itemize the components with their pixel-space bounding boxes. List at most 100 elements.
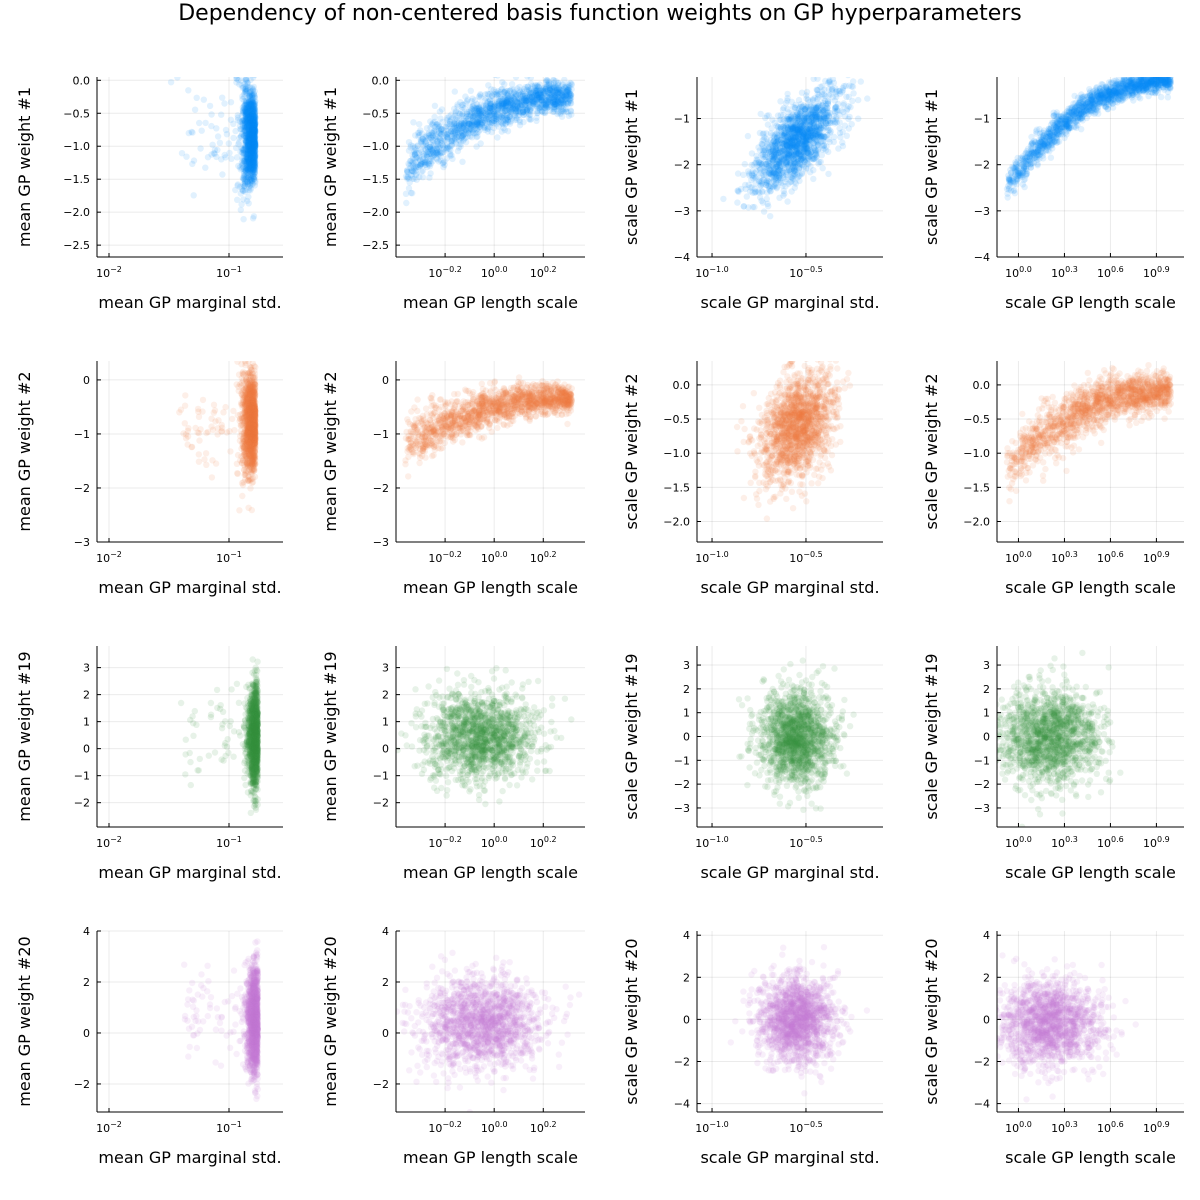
scatter-point (251, 141, 258, 148)
scatter-point (211, 146, 219, 154)
scatter-point (758, 179, 765, 187)
scatter-point (250, 125, 257, 132)
scatter-point (243, 121, 250, 128)
scatter-point (237, 190, 244, 197)
scatter-point (251, 133, 258, 140)
scatter-point (245, 121, 253, 129)
scatter-point (251, 126, 258, 134)
scatter-point (249, 116, 256, 124)
scatter-point (242, 127, 249, 134)
scatter-point (245, 174, 252, 181)
scatter-point (246, 131, 254, 138)
scatter-point (249, 147, 256, 154)
scatter-point (251, 129, 259, 136)
scatter-point (239, 155, 246, 162)
scatter-point (208, 111, 215, 118)
scatter-point (245, 146, 252, 154)
scatter-point (247, 156, 255, 163)
scatter-point (249, 99, 256, 106)
scatter-point (251, 157, 258, 165)
scatter-point (247, 176, 255, 184)
scatter-point (249, 118, 256, 125)
scatter-point (247, 113, 254, 121)
scatter-point (247, 145, 254, 153)
scatter-point (248, 119, 256, 127)
scatter-point (247, 136, 254, 143)
scatter-point (241, 120, 249, 128)
scatter-point (245, 143, 252, 150)
scatter-point (245, 124, 252, 131)
scatter-point (246, 118, 253, 125)
scatter-point (196, 119, 203, 127)
scatter-point (245, 66, 251, 72)
scatter-point (243, 105, 250, 113)
scatter-point (240, 145, 248, 153)
scatter-point (248, 137, 256, 144)
scatter-point (252, 179, 259, 186)
scatter-point (251, 125, 258, 132)
scatter-point (477, 140, 484, 147)
scatter-point (783, 115, 790, 122)
scatter-point (250, 124, 257, 131)
scatter-point (780, 192, 787, 199)
scatter-point (247, 161, 255, 169)
scatter-point (508, 81, 516, 88)
scatter-point (243, 139, 250, 146)
scatter-point (250, 133, 258, 140)
scatter-point (222, 126, 230, 134)
scatter-point (242, 170, 250, 177)
scatter-point (251, 129, 258, 136)
scatter-point (245, 158, 252, 166)
scatter-point (409, 190, 416, 197)
scatter-point (248, 150, 255, 157)
scatter-point (243, 134, 250, 141)
scatter-point (242, 129, 250, 136)
scatter-point (248, 122, 255, 130)
scatter-point (245, 142, 252, 149)
scatter-point (250, 166, 258, 173)
scatter-point (233, 77, 240, 80)
scatter-point (528, 94, 536, 101)
scatter-point (242, 77, 250, 83)
scatter-point (239, 121, 246, 128)
scatter-point (251, 137, 258, 144)
scatter-point (251, 98, 258, 105)
scatter-point (245, 117, 253, 124)
scatter-point (246, 182, 254, 189)
scatter-point (244, 155, 252, 162)
scatter-point (250, 140, 258, 147)
scatter-point (447, 128, 454, 135)
scatter-point (206, 102, 214, 110)
scatter-point (251, 116, 258, 123)
scatter-point (247, 175, 254, 183)
scatter-point (244, 166, 252, 174)
scatter-point (251, 120, 259, 127)
scatter-point (251, 146, 259, 153)
scatter-point (246, 134, 254, 141)
scatter-point (247, 154, 254, 161)
scatter-point (249, 127, 257, 134)
scatter-point (246, 133, 254, 140)
scatter-point (234, 181, 242, 188)
scatter-point (245, 105, 252, 112)
scatter-point (233, 154, 241, 161)
scatter-point (246, 103, 253, 111)
point-cloud (1003, 77, 1175, 201)
scatter-point (248, 139, 256, 146)
scatter-point (244, 156, 251, 163)
scatter-point (239, 165, 246, 172)
y-tick-label: −1.5 (63, 173, 90, 186)
scatter-point (251, 127, 258, 134)
scatter-point (246, 105, 254, 113)
scatter-point (228, 155, 235, 162)
scatter-point (248, 104, 255, 111)
scatter-point (241, 147, 248, 154)
scatter-point (246, 112, 253, 119)
scatter-point (250, 175, 258, 182)
scatter-point (793, 148, 800, 155)
scatter-point (548, 85, 555, 93)
scatter-point (246, 119, 254, 126)
scatter-point (521, 92, 529, 99)
scatter-point (251, 160, 258, 167)
scatter-point (251, 145, 259, 152)
